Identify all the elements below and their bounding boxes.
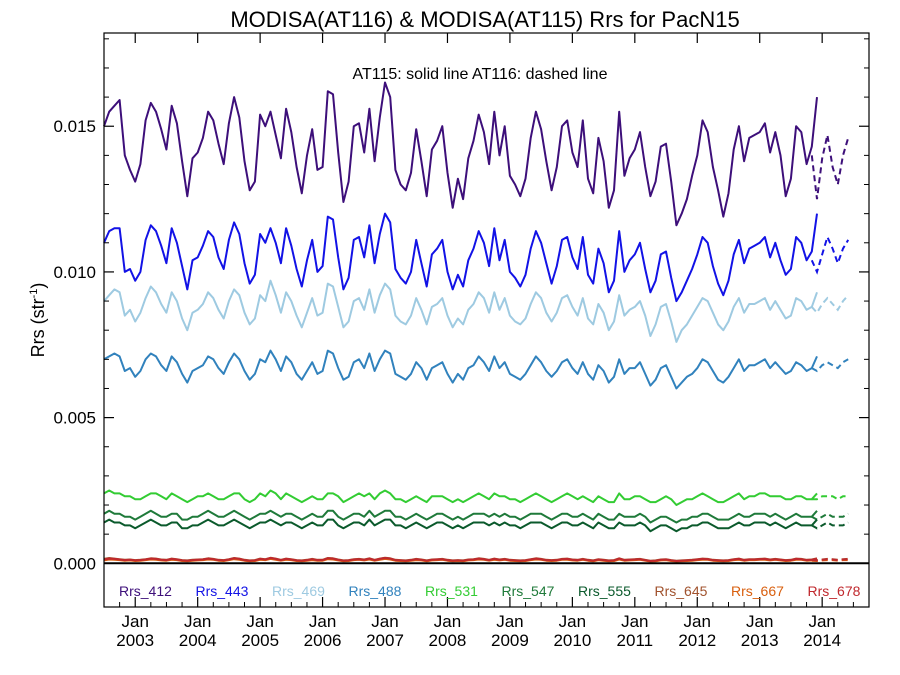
x-tick-label-year: 2003 <box>116 631 154 650</box>
x-tick-label-year: 2008 <box>429 631 467 650</box>
x-tick-label-month: Jan <box>808 612 835 631</box>
line-style-annotation: AT115: solid line AT116: dashed line <box>353 66 608 83</box>
y-tick-label: 0.000 <box>53 554 96 573</box>
x-tick-label-month: Jan <box>559 612 586 631</box>
series-line-rrs_555-at116 <box>811 521 849 530</box>
legend-item-rrs_667: Rrs_667 <box>731 583 784 599</box>
x-tick-label-year: 2013 <box>741 631 779 650</box>
x-tick-label-month: Jan <box>184 612 211 631</box>
y-tick-label: 0.015 <box>53 117 96 136</box>
y-tick-label: 0.005 <box>53 409 96 428</box>
series-lines <box>103 81 850 563</box>
legend-item-rrs_678: Rrs_678 <box>808 583 861 599</box>
series-line-rrs_547-at115 <box>103 509 818 524</box>
x-tick-label-month: Jan <box>496 612 523 631</box>
series-line-rrs_555-at115 <box>103 518 818 533</box>
legend-item-rrs_469: Rrs_469 <box>272 583 325 599</box>
x-tick-label-month: Jan <box>309 612 336 631</box>
y-axis: 0.000 0.005 0.010 0.015 <box>53 38 869 573</box>
series-line-rrs_443-at115 <box>103 212 818 303</box>
x-tick-label-year: 2006 <box>304 631 342 650</box>
legend: Rrs_412 Rrs_443 Rrs_469 Rrs_488 Rrs_531 Rrs_5… <box>119 583 861 599</box>
series-line-rrs_488-at115 <box>103 349 818 390</box>
x-tick-label-month: Jan <box>434 612 461 631</box>
series-line-rrs_469-at116 <box>811 294 849 315</box>
series-line-rrs_488-at116 <box>811 358 849 373</box>
series-line-rrs_531-at115 <box>103 489 818 506</box>
series-line-rrs_412-at116 <box>810 134 850 200</box>
x-tick-label-year: 2009 <box>491 631 529 650</box>
plot-frame <box>103 32 870 608</box>
y-tick-label: 0.010 <box>53 263 96 282</box>
legend-item-rrs_488: Rrs_488 <box>349 583 402 599</box>
legend-item-rrs_645: Rrs_645 <box>655 583 708 599</box>
legend-item-rrs_531: Rrs_531 <box>425 583 478 599</box>
x-tick-label-month: Jan <box>621 612 648 631</box>
x-tick-label-year: 2011 <box>617 631 654 650</box>
x-tick-label-year: 2007 <box>366 631 404 650</box>
legend-item-rrs_412: Rrs_412 <box>119 583 172 599</box>
legend-item-rrs_443: Rrs_443 <box>196 583 249 599</box>
series-line-rrs_443-at116 <box>810 234 850 275</box>
series-line-rrs_412-at115 <box>103 81 818 227</box>
x-tick-label-month: Jan <box>746 612 773 631</box>
y-axis-label-superscript: -1 <box>28 289 40 299</box>
series-line-rrs_678-at115 <box>103 557 818 562</box>
legend-item-rrs_555: Rrs_555 <box>578 583 631 599</box>
x-tick-label-year: 2014 <box>803 631 841 650</box>
y-axis-label-close: ) <box>28 283 48 289</box>
y-axis-label: Rrs (str-1) <box>28 283 48 358</box>
x-tick-label-month: Jan <box>246 612 273 631</box>
x-tick-label-month: Jan <box>371 612 398 631</box>
x-tick-label-year: 2005 <box>241 631 279 650</box>
chart-title: MODISA(AT116) & MODISA(AT115) Rrs for Pa… <box>230 7 739 32</box>
x-tick-label-year: 2004 <box>179 631 217 650</box>
y-axis-label-main: Rrs (str <box>28 298 48 357</box>
legend-item-rrs_547: Rrs_547 <box>502 583 555 599</box>
series-line-rrs_531-at116 <box>811 495 849 501</box>
x-tick-label-month: Jan <box>684 612 711 631</box>
series-line-rrs_469-at115 <box>103 279 818 343</box>
series-line-rrs_678-at116 <box>811 558 849 562</box>
x-tick-label-year: 2012 <box>678 631 716 650</box>
series-line-rrs_547-at116 <box>811 512 849 521</box>
x-axis: Jan2003Jan2004Jan2005Jan2006Jan2007Jan20… <box>116 33 854 650</box>
x-tick-label-year: 2010 <box>553 631 591 650</box>
x-tick-label-month: Jan <box>122 612 149 631</box>
